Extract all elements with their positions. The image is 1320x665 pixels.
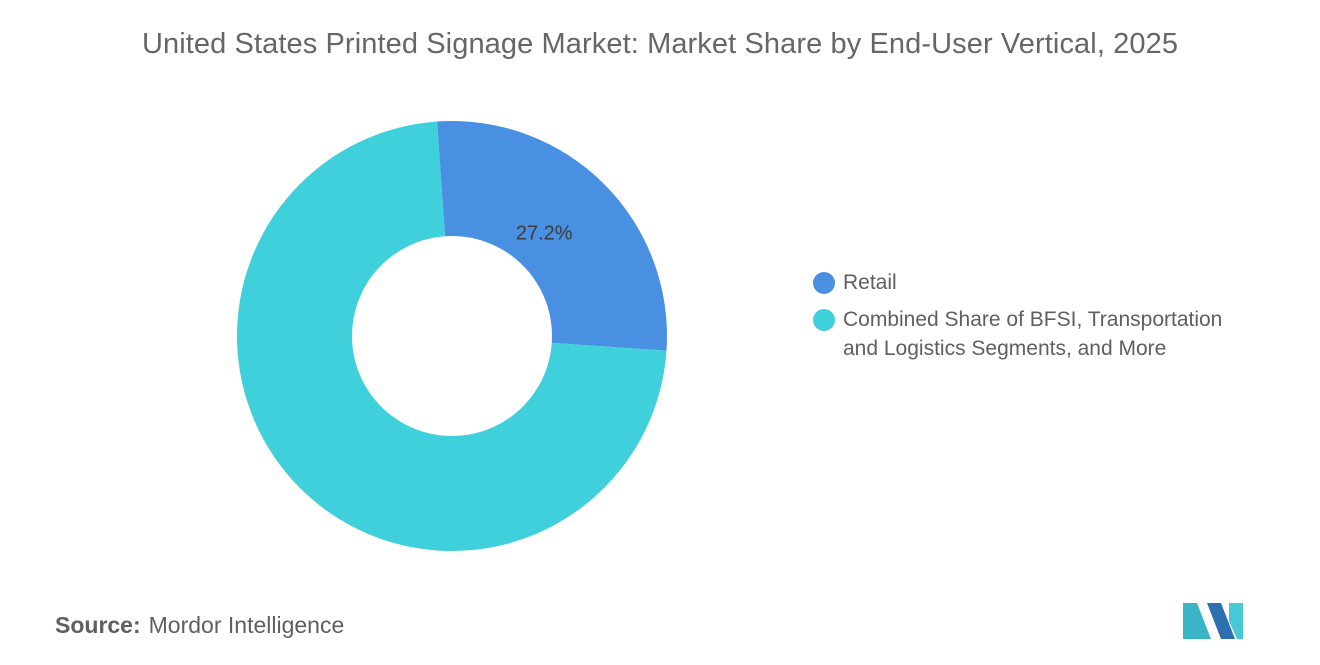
mordor-intelligence-logo-icon [1183,603,1243,639]
source-note: Source: Mordor Intelligence [55,612,344,639]
legend-swatch-retail [813,272,835,294]
slice-retail[interactable] [437,121,667,351]
legend-label-combined-share: Combined Share of BFSI, Transportation a… [843,308,1223,360]
chart-legend: Retail Combined Share of BFSI, Transport… [813,270,1263,373]
slice-combined[interactable] [236,121,667,551]
chart-title: United States Printed Signage Market: Ma… [141,28,1179,60]
legend-label-retail: Retail [843,271,897,294]
legend-swatch-combined-share [813,309,835,331]
legend-item-retail[interactable]: Retail [813,270,1263,297]
source-value: Mordor Intelligence [148,612,345,638]
legend-item-combined-share[interactable]: Combined Share of BFSI, Transportation a… [813,307,1263,363]
source-label: Source: [55,612,141,638]
data-label-0: 27.2% [516,223,573,245]
